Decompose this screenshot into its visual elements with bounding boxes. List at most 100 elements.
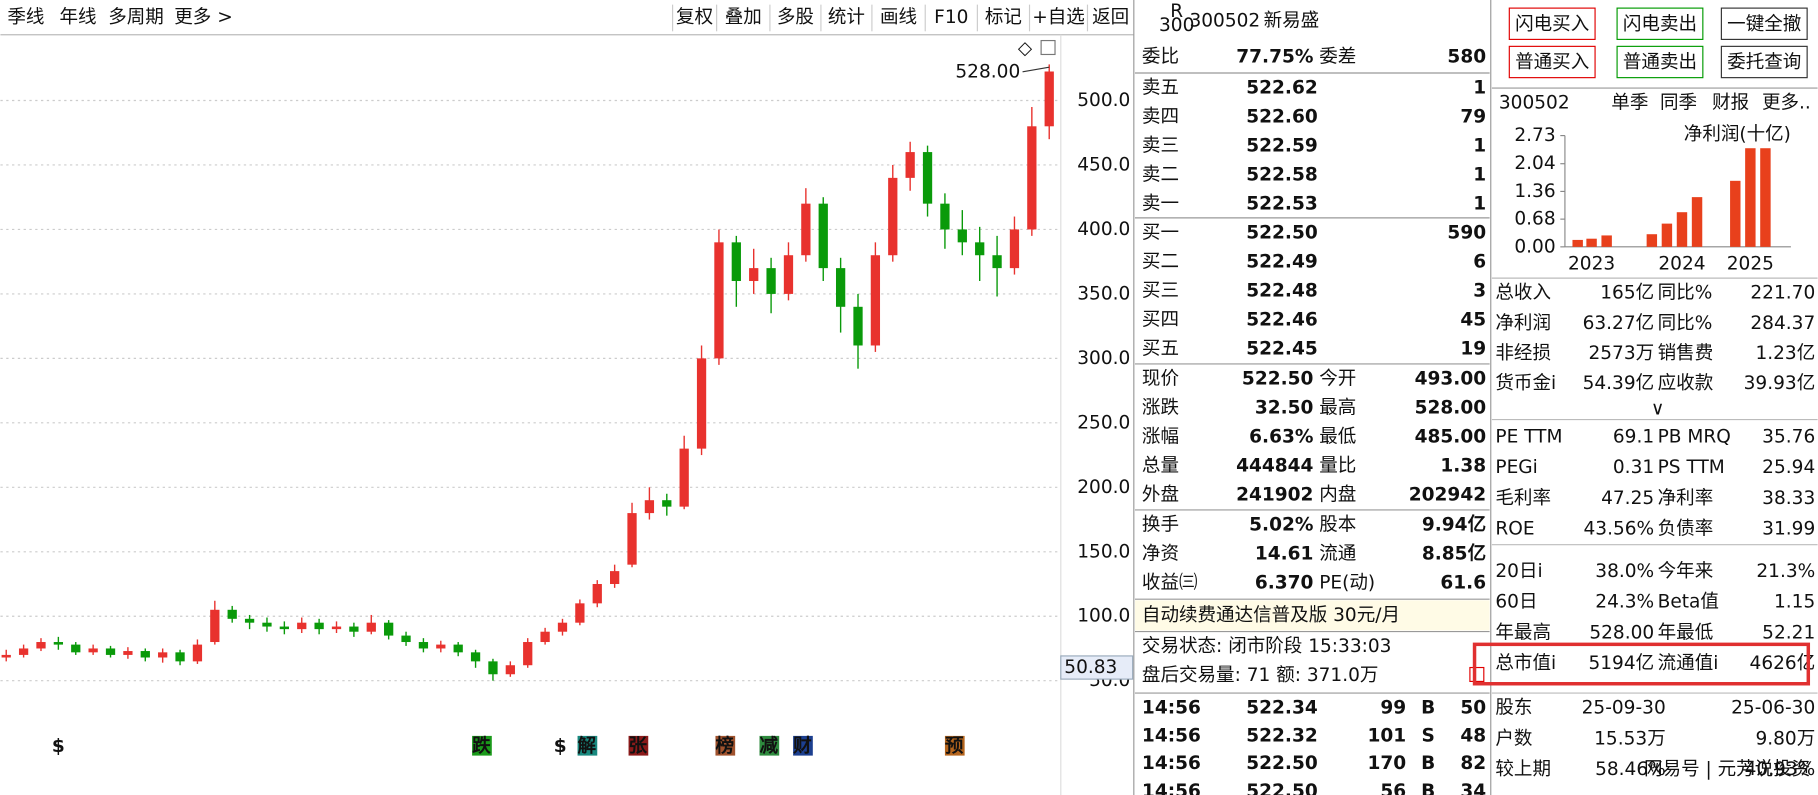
- field-value: 24.3%: [1595, 592, 1654, 613]
- trade-button[interactable]: [1508, 45, 1596, 79]
- y-tick-label: 2.04: [1514, 153, 1555, 174]
- trade-button-label[interactable]: 闪电卖出: [1623, 14, 1697, 35]
- trade-button-label[interactable]: 普通买入: [1515, 52, 1589, 73]
- event-icon[interactable]: $: [52, 736, 65, 757]
- field-value: 0.31: [1613, 457, 1654, 478]
- market-badge: R: [1170, 1, 1183, 22]
- trade-button[interactable]: [1616, 7, 1704, 40]
- field-label: 涨幅: [1142, 426, 1179, 447]
- field-value: 25-06-30: [1731, 698, 1815, 719]
- field-value: 1.23亿: [1755, 343, 1815, 364]
- candle-body: [749, 268, 759, 282]
- event-icon[interactable]: 预: [945, 736, 964, 757]
- bar: [1745, 148, 1756, 247]
- candle-body: [488, 661, 498, 675]
- field-label: PEGi: [1495, 457, 1537, 478]
- candle-body: [418, 642, 429, 649]
- period-tab[interactable]: 季线: [7, 7, 44, 28]
- field-value: 39.93亿: [1744, 373, 1816, 394]
- event-icon[interactable]: 财: [793, 735, 812, 757]
- field-value: 284.37: [1750, 313, 1815, 334]
- book-level: 买二: [1142, 251, 1179, 272]
- candle-body: [297, 622, 307, 630]
- book-price: 522.45: [1246, 338, 1318, 359]
- event-badge: [628, 735, 649, 756]
- book-volume: 79: [1460, 107, 1486, 128]
- trade-button-label[interactable]: 普通卖出: [1623, 52, 1697, 73]
- trade-button[interactable]: [1616, 45, 1704, 79]
- board-badge: 300: [1159, 15, 1194, 36]
- field-label: 今年来: [1658, 561, 1714, 582]
- toolbar-button[interactable]: 返回: [1092, 7, 1129, 28]
- finance-tab[interactable]: 单季: [1611, 93, 1648, 114]
- finance-tab[interactable]: 财报: [1712, 93, 1749, 114]
- trade-count: 34: [1460, 781, 1486, 795]
- field-label: 非经损: [1495, 343, 1551, 364]
- chart-title: 净利润(十亿): [1684, 124, 1791, 145]
- book-price: 522.46: [1246, 309, 1318, 330]
- field-label: 现价: [1142, 368, 1179, 389]
- candle-body: [835, 268, 846, 307]
- field-value: 6.370: [1255, 572, 1314, 593]
- toolbar-button[interactable]: +自选: [1032, 7, 1085, 28]
- event-icon[interactable]: 榜: [715, 735, 734, 757]
- toolbar-button[interactable]: F10: [934, 7, 968, 28]
- event-icon[interactable]: $: [554, 736, 567, 757]
- toolbar-button[interactable]: 叠加: [725, 7, 762, 28]
- book-volume: 1: [1473, 193, 1486, 214]
- period-tab[interactable]: 多周期: [108, 7, 164, 28]
- highlight-box: [1472, 642, 1811, 686]
- expand-arrow[interactable]: ∨: [1651, 399, 1665, 420]
- candle-body: [1027, 126, 1037, 230]
- trade-button-label[interactable]: 一键全撤: [1727, 14, 1801, 35]
- candle-body: [314, 622, 324, 630]
- field-label: 内盘: [1319, 484, 1356, 505]
- book-price: 522.49: [1246, 251, 1318, 272]
- candle-body: [696, 358, 707, 449]
- finance-tab[interactable]: 同季: [1660, 93, 1697, 114]
- field-value: 58.46%: [1595, 759, 1666, 780]
- candle-body: [679, 448, 689, 507]
- candle-body: [53, 642, 64, 645]
- trade-button-label[interactable]: 闪电买入: [1515, 14, 1589, 35]
- event-icon[interactable]: 减: [760, 735, 779, 757]
- field-label: PB MRQ: [1658, 426, 1731, 447]
- trade-count: 48: [1460, 725, 1486, 746]
- ad-text[interactable]: 自动续费通达信普及版 30元/月: [1142, 605, 1400, 626]
- trade-button[interactable]: [1720, 45, 1808, 79]
- y-tick-label: 1.36: [1514, 181, 1555, 202]
- y-tick-label: 250.0: [1077, 412, 1130, 433]
- trade-time: 14:56: [1142, 698, 1201, 719]
- book-price: 522.60: [1246, 107, 1318, 128]
- trade-time: 14:56: [1142, 725, 1201, 746]
- period-tab[interactable]: 年线: [60, 7, 97, 28]
- toolbar-button[interactable]: 统计: [828, 7, 865, 28]
- finance-tab[interactable]: 更多..: [1762, 93, 1811, 114]
- field-label: 换手: [1142, 514, 1179, 535]
- candle-body: [244, 618, 255, 623]
- trade-button[interactable]: [1720, 7, 1808, 40]
- event-icon[interactable]: 跌: [472, 735, 491, 757]
- field-value: 202942: [1409, 484, 1486, 505]
- toolbar-button[interactable]: 标记: [985, 7, 1022, 28]
- candle-body: [975, 242, 985, 256]
- event-icon[interactable]: 解: [578, 735, 597, 757]
- trade-button-label[interactable]: 委托查询: [1727, 52, 1801, 73]
- candle-body: [279, 626, 289, 630]
- field-value: 241902: [1236, 484, 1313, 505]
- field-label: 销售费: [1658, 343, 1714, 364]
- event-icon[interactable]: 张: [629, 736, 648, 757]
- trade-button[interactable]: [1508, 7, 1596, 40]
- field-value: 25.94: [1762, 457, 1815, 478]
- toolbar-button[interactable]: 画线: [880, 7, 917, 28]
- trade-volume: 101: [1367, 725, 1406, 746]
- candle-body: [731, 242, 741, 282]
- bar: [1760, 148, 1771, 247]
- period-tab[interactable]: 更多 >: [174, 7, 232, 28]
- toolbar-button[interactable]: 复权: [676, 7, 713, 28]
- field-value: 2573万: [1588, 343, 1654, 364]
- candle-body: [401, 635, 411, 643]
- toolbar-button[interactable]: 多股: [777, 7, 814, 28]
- candle-body: [714, 242, 724, 359]
